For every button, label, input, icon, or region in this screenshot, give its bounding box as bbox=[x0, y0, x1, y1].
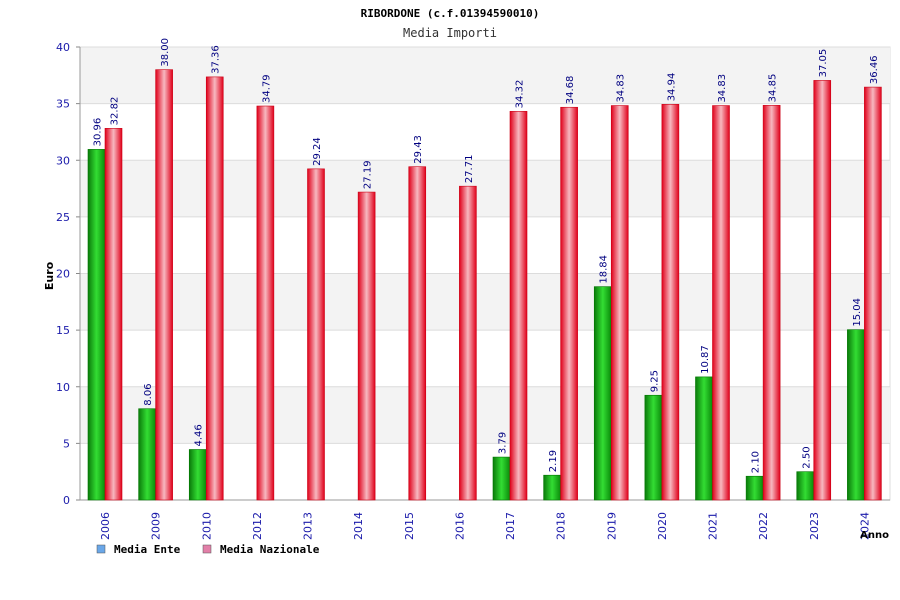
legend: Media Ente Media Nazionale bbox=[96, 543, 320, 556]
bar-media-nazionale-2009 bbox=[155, 69, 173, 501]
bar-media-nazionale-2024 bbox=[864, 86, 882, 501]
bar-data-labels: 30.96 32.82 8.06 38.00 4.46 37.36 34.79 29.24 27… bbox=[93, 38, 880, 473]
bar-media-ente-2022 bbox=[745, 475, 764, 501]
bar-label: 18.84 bbox=[599, 255, 610, 284]
x-tick-label: 2006 bbox=[99, 512, 112, 540]
x-tick-label: 2016 bbox=[453, 512, 466, 540]
bar-label: 27.71 bbox=[464, 155, 475, 184]
y-tick-label: 25 bbox=[56, 211, 70, 224]
bar-label: 34.83 bbox=[616, 74, 627, 103]
bar-media-ente-2017 bbox=[492, 456, 511, 501]
x-tick-label: 2013 bbox=[302, 512, 315, 540]
legend-swatch-media-ente bbox=[96, 544, 106, 554]
bar-media-ente-2006 bbox=[87, 149, 106, 501]
bar-media-nazionale-2014 bbox=[357, 191, 376, 501]
bar-label: 29.43 bbox=[413, 135, 424, 164]
y-tick-label: 15 bbox=[56, 324, 70, 337]
bar-label: 34.79 bbox=[261, 74, 272, 103]
legend-swatch-media-nazionale bbox=[202, 544, 212, 554]
bar-media-ente-2010 bbox=[188, 449, 207, 501]
bar-label: 30.96 bbox=[93, 118, 104, 147]
bars bbox=[87, 69, 882, 501]
bar-media-nazionale-2020 bbox=[661, 104, 680, 501]
bar-media-ente-2019 bbox=[593, 286, 612, 501]
bar-media-ente-2024 bbox=[847, 329, 865, 501]
bar-label: 32.82 bbox=[110, 97, 121, 126]
bar-label: 34.32 bbox=[515, 80, 526, 109]
bar-media-nazionale-2022 bbox=[762, 105, 781, 501]
x-tick-label: 2019 bbox=[605, 512, 618, 540]
bar-media-nazionale-2021 bbox=[712, 105, 730, 501]
y-tick-labels: 0 5 10 15 20 25 30 35 40 bbox=[56, 41, 70, 507]
bar-label: 37.05 bbox=[818, 49, 829, 78]
bar-media-nazionale-2006 bbox=[104, 128, 123, 501]
x-tick-label: 2017 bbox=[504, 512, 517, 540]
x-tick-label: 2021 bbox=[707, 512, 720, 540]
x-tick-label: 2009 bbox=[150, 512, 163, 540]
bar-label: 29.24 bbox=[312, 137, 323, 166]
bar-media-nazionale-2019 bbox=[610, 105, 629, 501]
bar-label: 15.04 bbox=[852, 298, 863, 327]
bar-media-nazionale-2015 bbox=[408, 166, 427, 501]
x-tick-label: 2024 bbox=[858, 512, 871, 540]
x-tick-label: 2023 bbox=[808, 512, 821, 540]
legend-label-media-nazionale: Media Nazionale bbox=[220, 543, 320, 556]
x-tick-label: 2020 bbox=[656, 512, 669, 540]
bar-label: 34.94 bbox=[666, 73, 677, 102]
bar-media-nazionale-2017 bbox=[509, 111, 528, 501]
bar-media-nazionale-2012 bbox=[256, 105, 275, 501]
bar-label: 2.19 bbox=[548, 450, 559, 472]
bar-media-ente-2009 bbox=[138, 408, 156, 501]
bar-label: 2.10 bbox=[751, 451, 762, 473]
bar-label: 34.68 bbox=[565, 76, 576, 105]
bar-media-nazionale-2010 bbox=[205, 76, 224, 501]
y-tick-label: 35 bbox=[56, 98, 70, 111]
bar-label: 8.06 bbox=[143, 383, 154, 405]
bar-label: 4.46 bbox=[194, 424, 205, 446]
legend-label-media-ente: Media Ente bbox=[114, 543, 181, 556]
bar-label: 37.36 bbox=[211, 45, 222, 74]
bar-media-ente-2020 bbox=[644, 394, 663, 501]
y-tick-label: 10 bbox=[56, 381, 70, 394]
chart-subtitle: Media Importi bbox=[403, 26, 497, 40]
x-tick-label: 2012 bbox=[251, 512, 264, 540]
bar-media-ente-2021 bbox=[695, 376, 713, 501]
chart-title: RIBORDONE (c.f.01394590010) bbox=[361, 7, 540, 20]
bar-label: 10.87 bbox=[700, 345, 711, 374]
x-tick-label: 2022 bbox=[757, 512, 770, 540]
y-tick-label: 20 bbox=[56, 268, 70, 281]
x-axis-label: Anno bbox=[860, 530, 889, 541]
y-tick-label: 30 bbox=[56, 154, 70, 167]
y-tick-label: 0 bbox=[63, 494, 70, 507]
y-axis-label: Euro bbox=[43, 261, 56, 290]
bar-label: 34.83 bbox=[717, 74, 728, 103]
bar-label: 34.85 bbox=[768, 74, 779, 103]
x-tick-label: 2014 bbox=[352, 512, 365, 540]
bar-media-nazionale-2013 bbox=[307, 168, 325, 501]
x-tick-label: 2018 bbox=[555, 512, 568, 540]
bar-label: 9.25 bbox=[649, 370, 660, 392]
x-tick-label: 2010 bbox=[200, 512, 213, 540]
bar-media-nazionale-2018 bbox=[560, 106, 578, 501]
bar-media-nazionale-2016 bbox=[459, 185, 477, 501]
bar-label: 36.46 bbox=[869, 55, 880, 84]
x-tick-label: 2015 bbox=[403, 512, 416, 540]
y-tick-label: 40 bbox=[56, 41, 70, 54]
x-tick-labels: 2006 2009 2010 2012 2013 2014 2015 2016 2017 2018… bbox=[99, 512, 871, 540]
bar-label: 38.00 bbox=[160, 38, 171, 67]
bar-label: 3.79 bbox=[498, 432, 509, 454]
bar-media-ente-2018 bbox=[543, 474, 561, 501]
bar-media-nazionale-2023 bbox=[813, 80, 832, 501]
y-tick-label: 5 bbox=[63, 437, 70, 450]
bar-media-ente-2023 bbox=[796, 471, 815, 501]
bar-label: 2.50 bbox=[801, 446, 812, 468]
bar-label: 27.19 bbox=[363, 160, 374, 189]
